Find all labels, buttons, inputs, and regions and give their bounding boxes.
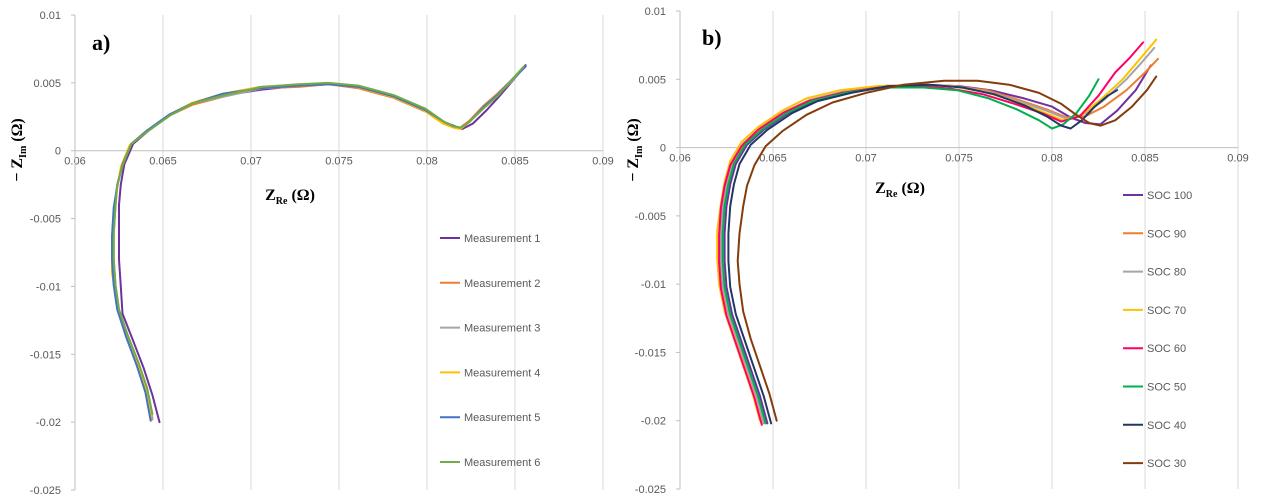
legend-label: Measurement 1 (464, 233, 540, 245)
legend-label: SOC 70 (1147, 305, 1186, 317)
legend-label: SOC 50 (1147, 382, 1186, 394)
x-tick-label: 0.075 (325, 156, 353, 168)
x-tick-label: 0.09 (592, 156, 613, 168)
series-line (112, 66, 525, 420)
series-line (721, 78, 1100, 425)
series-line (727, 83, 1119, 425)
y-axis-title: − ZIm(Ω) (9, 118, 29, 182)
y-tick-label: -0.025 (635, 484, 666, 496)
series-line (723, 64, 1152, 425)
y-tick-label: 0.01 (645, 6, 666, 18)
series-line (112, 66, 525, 421)
y-tick-label: -0.02 (641, 416, 666, 428)
panel-label: b) (702, 25, 722, 50)
series-line (111, 65, 525, 418)
x-tick-label: 0.075 (945, 153, 973, 165)
x-tick-label: 0.07 (240, 156, 261, 168)
y-tick-label: 0.005 (33, 78, 61, 90)
panel-a-chart: 0.06 0.065 0.07 0.075 0.08 0.085 0.09-0.025-0.… (9, 10, 614, 496)
y-tick-label: -0.015 (635, 347, 666, 359)
legend-label: SOC 100 (1147, 190, 1192, 202)
x-tick-label: 0.08 (416, 156, 437, 168)
x-tick-label: 0.07 (855, 153, 876, 165)
legend-label: SOC 90 (1147, 228, 1186, 240)
legend-label: SOC 80 (1147, 267, 1186, 279)
y-tick-label: 0 (55, 146, 61, 158)
legend-label: Measurement 2 (464, 278, 540, 290)
y-tick-label: 0.005 (638, 74, 666, 86)
y-tick-label: 0 (660, 143, 666, 155)
x-tick-label: 0.085 (1131, 153, 1159, 165)
legend-label: SOC 60 (1147, 343, 1186, 355)
panel-b-chart: 0.06 0.065 0.07 0.075 0.08 0.085 0.09-0.025-0.… (625, 6, 1249, 496)
x-axis-title: ZRe (Ω) (875, 180, 925, 200)
legend-label: Measurement 6 (464, 457, 540, 469)
x-tick-label: 0.065 (759, 153, 787, 165)
series-line (719, 46, 1156, 424)
y-tick-label: -0.025 (30, 485, 61, 496)
series-line (112, 65, 525, 415)
x-tick-label: 0.08 (1041, 153, 1062, 165)
legend-label: Measurement 4 (464, 367, 540, 379)
series-line (716, 38, 1158, 422)
x-axis-title: ZRe (Ω) (265, 187, 315, 207)
y-tick-label: -0.02 (36, 417, 61, 429)
x-tick-label: 0.065 (149, 156, 177, 168)
y-tick-label: -0.01 (36, 281, 61, 293)
legend-label: SOC 40 (1147, 420, 1186, 432)
x-tick-label: 0.09 (1227, 153, 1248, 165)
series-line (736, 75, 1158, 422)
y-tick-label: -0.01 (641, 279, 666, 291)
y-tick-label: -0.005 (635, 211, 666, 223)
y-tick-label: -0.005 (30, 214, 61, 226)
y-tick-label: -0.015 (30, 349, 61, 361)
legend-label: Measurement 3 (464, 323, 540, 335)
y-axis-title: − ZIm(Ω) (625, 118, 645, 182)
panel-label: a) (92, 30, 110, 55)
x-tick-label: 0.085 (501, 156, 529, 168)
y-tick-label: 0.01 (40, 10, 61, 22)
legend-label: Measurement 5 (464, 412, 540, 424)
series-line (718, 41, 1145, 426)
legend-label: SOC 30 (1147, 458, 1186, 470)
